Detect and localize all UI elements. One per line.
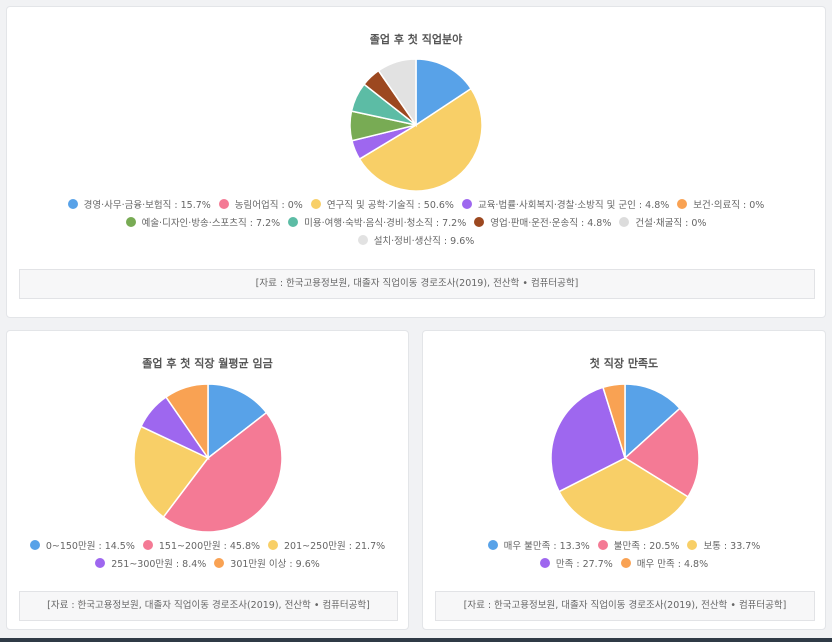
pie-slice-4[interactable] bbox=[164, 383, 209, 461]
legend-label: 불만족 : 20.5% bbox=[613, 541, 680, 552]
legend-marker bbox=[461, 199, 472, 209]
pie-chart-job-field bbox=[349, 58, 483, 192]
legend-item[interactable]: 보통 : 33.7% bbox=[687, 538, 760, 556]
legend-item[interactable]: 미용·여행·숙박·음식·경비·청소직 : 7.2% bbox=[288, 215, 466, 233]
legend-item[interactable]: 매우 만족 : 4.8% bbox=[620, 556, 709, 574]
pie-chart-satisfaction bbox=[550, 383, 700, 533]
legend-marker bbox=[687, 540, 698, 550]
legend-item[interactable]: 건설·채굴직 : 0% bbox=[619, 215, 706, 233]
legend-marker bbox=[95, 558, 106, 568]
chart-card-salary: 졸업 후 첫 직장 월평균 임금 0~150만원 : 14.5% 151~200만… bbox=[6, 330, 409, 630]
legend-label: 매우 만족 : 4.8% bbox=[636, 559, 709, 570]
legend-row: 매우 불만족 : 13.3% 불만족 : 20.5% 보통 : 33.7% bbox=[423, 538, 825, 556]
chart-card-job-field: 졸업 후 첫 직업분야 경영·사무·금융·보험직 : 15.7% 농림어업직 : … bbox=[6, 6, 826, 318]
legend-marker bbox=[142, 540, 153, 550]
chart-title: 졸업 후 첫 직장 월평균 임금 bbox=[142, 357, 273, 370]
legend-item[interactable]: 만족 : 27.7% bbox=[539, 556, 613, 574]
legend-label: 예술·디자인·방송·스포츠직 : 7.2% bbox=[141, 218, 281, 229]
legend-marker bbox=[487, 540, 498, 550]
legend-marker bbox=[357, 235, 368, 245]
legend-label: 미용·여행·숙박·음식·경비·청소직 : 7.2% bbox=[304, 218, 467, 229]
legend-marker bbox=[29, 540, 40, 550]
pie-slice-0[interactable] bbox=[207, 383, 268, 460]
legend-row: 0~150만원 : 14.5% 151~200만원 : 45.8% 201~250만… bbox=[7, 538, 408, 556]
legend-item[interactable]: 0~150만원 : 14.5% bbox=[29, 538, 135, 556]
pie-slice-2[interactable] bbox=[558, 457, 690, 533]
source-note: [자료 : 한국고용정보원, 대졸자 직업이동 경로조사(2019), 전산학 … bbox=[19, 269, 815, 299]
legend-row: 예술·디자인·방송·스포츠직 : 7.2% 미용·여행·숙박·음식·경비·청소직 … bbox=[7, 215, 825, 233]
source-note: [자료 : 한국고용정보원, 대졸자 직업이동 경로조사(2019), 전산학 … bbox=[435, 591, 815, 621]
pie-slice-1[interactable] bbox=[162, 411, 283, 533]
legend-label: 만족 : 27.7% bbox=[555, 559, 613, 570]
chart-card-satisfaction: 첫 직장 만족도 매우 불만족 : 13.3% 불만족 : 20.5% 보통 : 3… bbox=[422, 330, 826, 630]
legend-marker bbox=[218, 199, 229, 209]
legend-row: 설치·정비·생산직 : 9.6% bbox=[7, 233, 825, 251]
legend-item[interactable]: 보건·의료직 : 0% bbox=[677, 197, 764, 215]
pie-slice-0[interactable] bbox=[624, 383, 681, 460]
legend-item[interactable]: 교육·법률·사회복지·경찰·소방직 및 군인 : 4.8% bbox=[461, 197, 670, 215]
legend-label: 보건·의료직 : 0% bbox=[693, 200, 765, 211]
legend-label: 설치·정비·생산직 : 9.6% bbox=[373, 236, 475, 247]
legend-label: 0~150만원 : 14.5% bbox=[45, 541, 135, 552]
legend-label: 201~250만원 : 21.7% bbox=[284, 541, 386, 552]
chart-title: 첫 직장 만족도 bbox=[589, 357, 659, 370]
pie-slice-1[interactable] bbox=[623, 407, 700, 498]
legend-row: 251~300만원 : 8.4% 301만원 이상 : 9.6% bbox=[7, 556, 408, 574]
legend-marker bbox=[619, 217, 630, 227]
legend-marker bbox=[677, 199, 688, 209]
legend-label: 농림어업직 : 0% bbox=[234, 200, 303, 211]
legend-label: 151~200만원 : 45.8% bbox=[158, 541, 261, 552]
pie-chart-salary bbox=[133, 383, 283, 533]
chart-legend: 0~150만원 : 14.5% 151~200만원 : 45.8% 201~250만… bbox=[7, 538, 408, 574]
legend-marker bbox=[474, 217, 485, 227]
legend-marker bbox=[310, 199, 321, 209]
chart-legend: 경영·사무·금융·보험직 : 15.7% 농림어업직 : 0% 연구직 및 공학·기… bbox=[7, 197, 825, 251]
legend-row: 만족 : 27.7% 매우 만족 : 4.8% bbox=[423, 556, 825, 574]
taskbar-strip bbox=[0, 638, 832, 642]
legend-marker bbox=[539, 558, 550, 568]
legend-label: 건설·채굴직 : 0% bbox=[635, 218, 707, 229]
legend-label: 251~300만원 : 8.4% bbox=[111, 559, 207, 570]
legend-marker bbox=[597, 540, 608, 550]
legend-marker bbox=[125, 217, 136, 227]
legend-marker bbox=[214, 558, 225, 568]
legend-item[interactable]: 농림어업직 : 0% bbox=[218, 197, 303, 215]
pie-slice-2[interactable] bbox=[133, 425, 210, 519]
legend-marker bbox=[620, 558, 631, 568]
legend-item[interactable]: 301만원 이상 : 9.6% bbox=[214, 556, 320, 574]
legend-label: 경영·사무·금융·보험직 : 15.7% bbox=[83, 200, 211, 211]
legend-item[interactable]: 경영·사무·금융·보험직 : 15.7% bbox=[67, 197, 211, 215]
pie-slice-0[interactable] bbox=[415, 58, 473, 127]
legend-item[interactable]: 151~200만원 : 45.8% bbox=[142, 538, 261, 556]
legend-item[interactable]: 설치·정비·생산직 : 9.6% bbox=[357, 233, 475, 251]
legend-item[interactable]: 불만족 : 20.5% bbox=[597, 538, 680, 556]
legend-item[interactable]: 영업·판매·운전·운송직 : 4.8% bbox=[474, 215, 611, 233]
legend-item[interactable]: 연구직 및 공학·기술직 : 50.6% bbox=[310, 197, 454, 215]
legend-marker bbox=[67, 199, 78, 209]
chart-title: 졸업 후 첫 직업분야 bbox=[369, 33, 463, 46]
legend-item[interactable]: 251~300만원 : 8.4% bbox=[95, 556, 206, 574]
legend-marker bbox=[268, 540, 279, 550]
legend-label: 보통 : 33.7% bbox=[703, 541, 761, 552]
chart-legend: 매우 불만족 : 13.3% 불만족 : 20.5% 보통 : 33.7% 만족 : … bbox=[423, 538, 825, 574]
pie-slice-3[interactable] bbox=[550, 386, 626, 493]
legend-label: 매우 불만족 : 13.3% bbox=[503, 541, 590, 552]
legend-item[interactable]: 매우 불만족 : 13.3% bbox=[487, 538, 590, 556]
legend-item[interactable]: 예술·디자인·방송·스포츠직 : 7.2% bbox=[125, 215, 281, 233]
legend-label: 301만원 이상 : 9.6% bbox=[230, 559, 320, 570]
legend-label: 연구직 및 공학·기술직 : 50.6% bbox=[326, 200, 454, 211]
legend-label: 영업·판매·운전·운송직 : 4.8% bbox=[490, 218, 612, 229]
pie-slice-4[interactable] bbox=[602, 383, 626, 459]
legend-label: 교육·법률·사회복지·경찰·소방직 및 군인 : 4.8% bbox=[477, 200, 670, 211]
pie-slice-2[interactable] bbox=[358, 87, 483, 192]
legend-marker bbox=[288, 217, 299, 227]
legend-row: 경영·사무·금융·보험직 : 15.7% 농림어업직 : 0% 연구직 및 공학·기… bbox=[7, 197, 825, 215]
source-note: [자료 : 한국고용정보원, 대졸자 직업이동 경로조사(2019), 전산학 … bbox=[19, 591, 398, 621]
legend-item[interactable]: 201~250만원 : 21.7% bbox=[268, 538, 385, 556]
pie-slice-9[interactable] bbox=[377, 58, 417, 128]
